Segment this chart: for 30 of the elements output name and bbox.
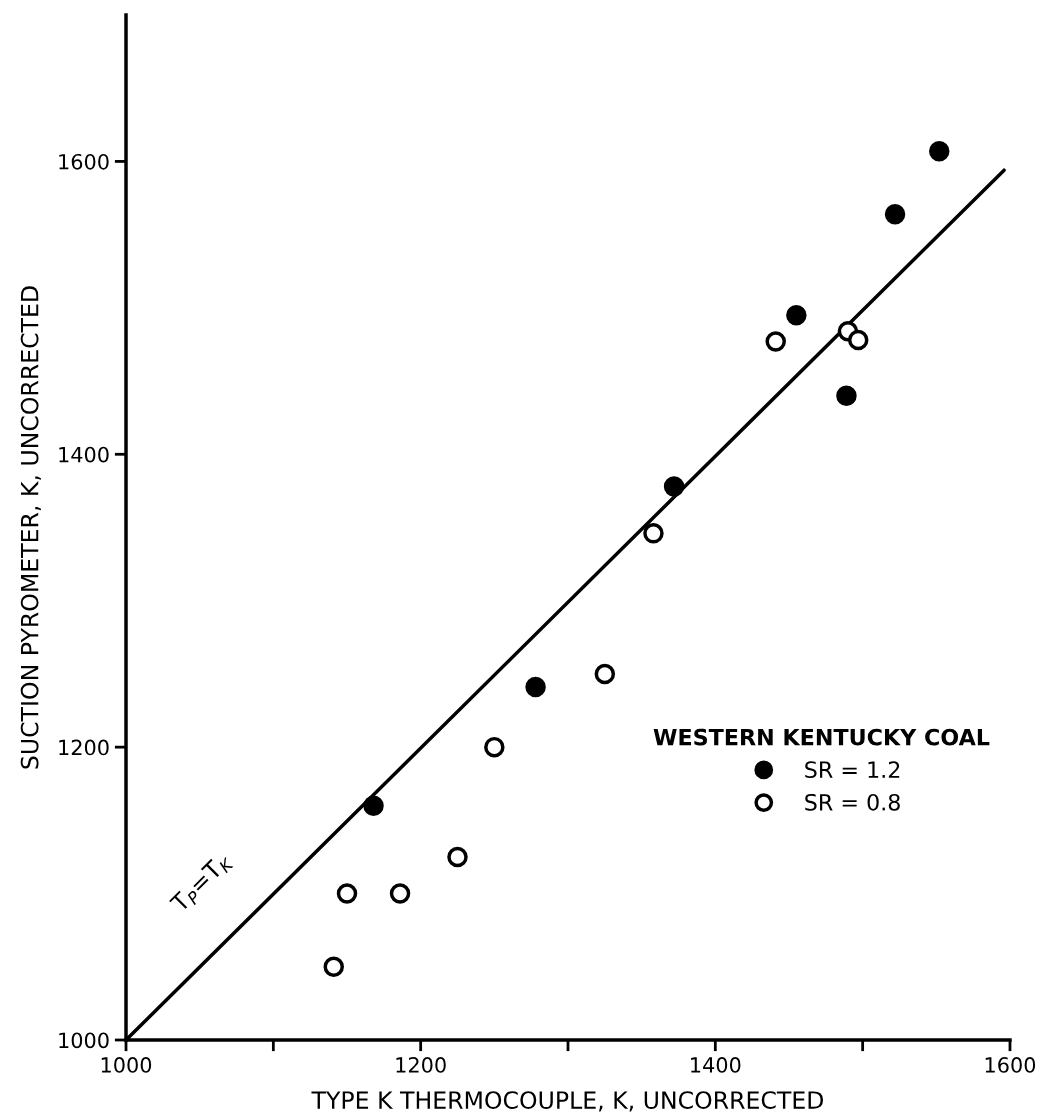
point — [765, 331, 786, 352]
annotation: T$_{P}$=T$_{K}$ — [169, 850, 235, 916]
point — [484, 736, 505, 758]
point — [929, 140, 950, 162]
y-tick-label: 1200 — [59, 739, 109, 756]
legend-title: WESTERN KENTUCKY COAL — [653, 728, 990, 746]
x-tick-label: 1200 — [396, 1057, 446, 1073]
legend-label: SR = 1.2 — [805, 761, 900, 779]
point — [447, 846, 468, 868]
point — [884, 203, 906, 225]
point — [594, 663, 616, 685]
x-axis-title: TYPE K THERMOCOUPLE, K, UNCORRECTED — [311, 1091, 824, 1112]
x-tick-label: 1600 — [985, 1057, 1036, 1073]
point — [323, 956, 344, 978]
point — [389, 883, 411, 904]
x-tick-label: 1000 — [101, 1057, 152, 1073]
y-axis-title: SUCTION PYROMETER, K, UNCORRECTED — [20, 286, 41, 769]
point — [525, 676, 546, 698]
point — [663, 476, 685, 497]
point — [786, 304, 807, 326]
legend-label: SR = 0.8 — [805, 793, 900, 811]
point — [836, 385, 857, 406]
point — [363, 795, 384, 816]
point — [847, 329, 869, 351]
y-tick-label: 1000 — [59, 1032, 109, 1049]
y-tick-label: 1400 — [59, 446, 109, 463]
y-tick-label: 1600 — [59, 153, 109, 170]
point — [336, 883, 358, 904]
point — [643, 523, 664, 544]
x-tick-label: 1400 — [691, 1057, 741, 1073]
